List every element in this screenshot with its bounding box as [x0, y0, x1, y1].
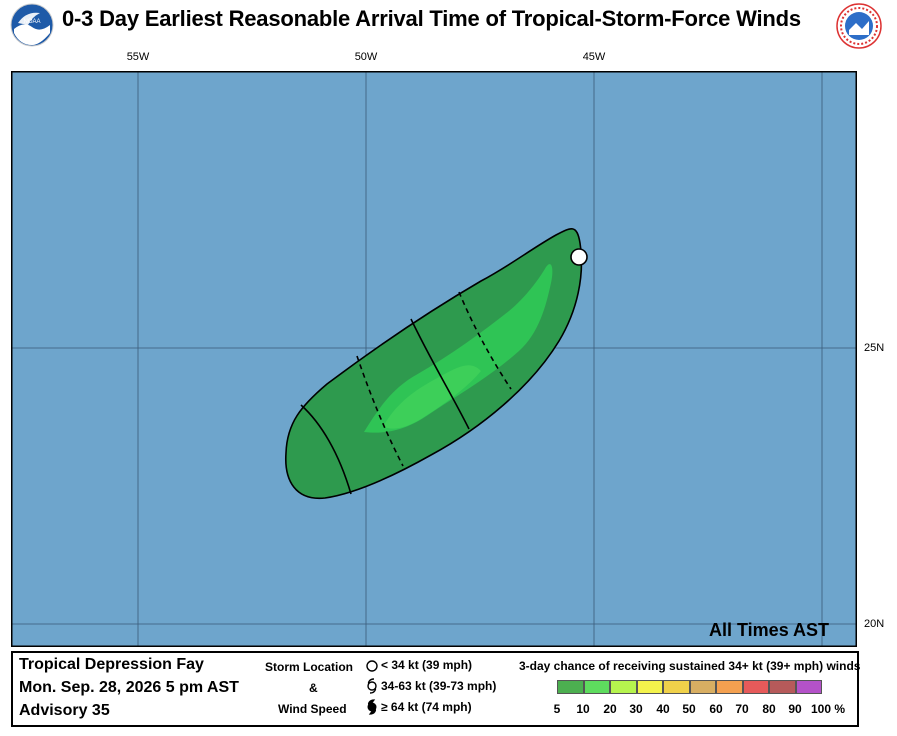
scale-swatch-30 [636, 680, 663, 694]
scale-swatch-90 [795, 680, 822, 694]
scale-label: 5 [553, 702, 561, 716]
storm-location-ampersand: & [309, 681, 318, 695]
storm-name: Tropical Depression Fay [19, 656, 204, 673]
scale-swatch-70 [742, 680, 769, 694]
scale-label: 50 [682, 702, 696, 716]
probability-scale-title: 3-day chance of receiving sustained 34+ … [519, 659, 861, 673]
scale-label: 60 [709, 702, 723, 716]
page-title: 0-3 Day Earliest Reasonable Arrival Time… [62, 6, 801, 31]
map-border [11, 71, 857, 647]
latitude-label-20n: 20N [864, 618, 885, 630]
legend-label-hurricane: ≥ 64 kt (74 mph) [381, 700, 472, 714]
hurricane-symbol-icon [367, 699, 377, 715]
latitude-label-25n: 25N [864, 342, 885, 354]
wind-probability-area-inner [364, 264, 553, 433]
wind-speed-title: Wind Speed [278, 702, 347, 716]
scale-swatch-60 [716, 680, 743, 694]
arrival-time-lines [300, 318, 470, 495]
scale-swatch-80 [769, 680, 796, 694]
nws-logo [836, 3, 882, 49]
noaa-logo: NOAA [10, 3, 54, 47]
scale-swatch-10 [583, 680, 610, 694]
scale-swatch-50 [689, 680, 716, 694]
scale-swatch-40 [663, 680, 690, 694]
longitude-label-45w: 45W [582, 51, 606, 63]
scale-label: 100 % [810, 702, 846, 716]
legend-label-tropical-storm: 34-63 kt (39-73 mph) [381, 679, 497, 693]
scale-swatch-5 [557, 680, 584, 694]
info-panel: Tropical Depression Fay Mon. Sep. 28, 20… [11, 651, 861, 727]
arrival-time-dashed-lines [356, 291, 512, 467]
storm-location-title: Storm Location [265, 660, 354, 674]
longitude-label-55w: 55W [126, 51, 150, 63]
longitude-label-50w: 50W [354, 51, 378, 63]
tropical-storm-symbol-icon [367, 678, 377, 694]
scale-label: 30 [629, 702, 643, 716]
open-circle-icon [366, 660, 378, 672]
time-zone-note: All Times AST [709, 620, 830, 640]
probability-color-scale [557, 680, 822, 694]
scale-label: 10 [576, 702, 590, 716]
map-panel [11, 71, 857, 647]
title-bar: NOAA 0-3 Day Earliest Reasonable Arrival… [0, 0, 897, 49]
scale-label: 20 [603, 702, 617, 716]
scale-label: 70 [735, 702, 749, 716]
probability-scale-labels: 5 10 20 30 40 50 60 70 80 90 100 % [543, 702, 863, 718]
scale-swatch-20 [610, 680, 637, 694]
legend-label-depression: < 34 kt (39 mph) [381, 658, 473, 672]
scale-label: 90 [788, 702, 802, 716]
scale-label: 40 [656, 702, 670, 716]
current-storm-position [570, 248, 588, 266]
svg-text:NOAA: NOAA [23, 19, 40, 25]
advisory-number: Advisory 35 [19, 702, 110, 719]
scale-label: 80 [762, 702, 776, 716]
wind-probability-area-core [383, 365, 481, 429]
issue-time: Mon. Sep. 28, 2026 5 pm AST [19, 679, 239, 696]
